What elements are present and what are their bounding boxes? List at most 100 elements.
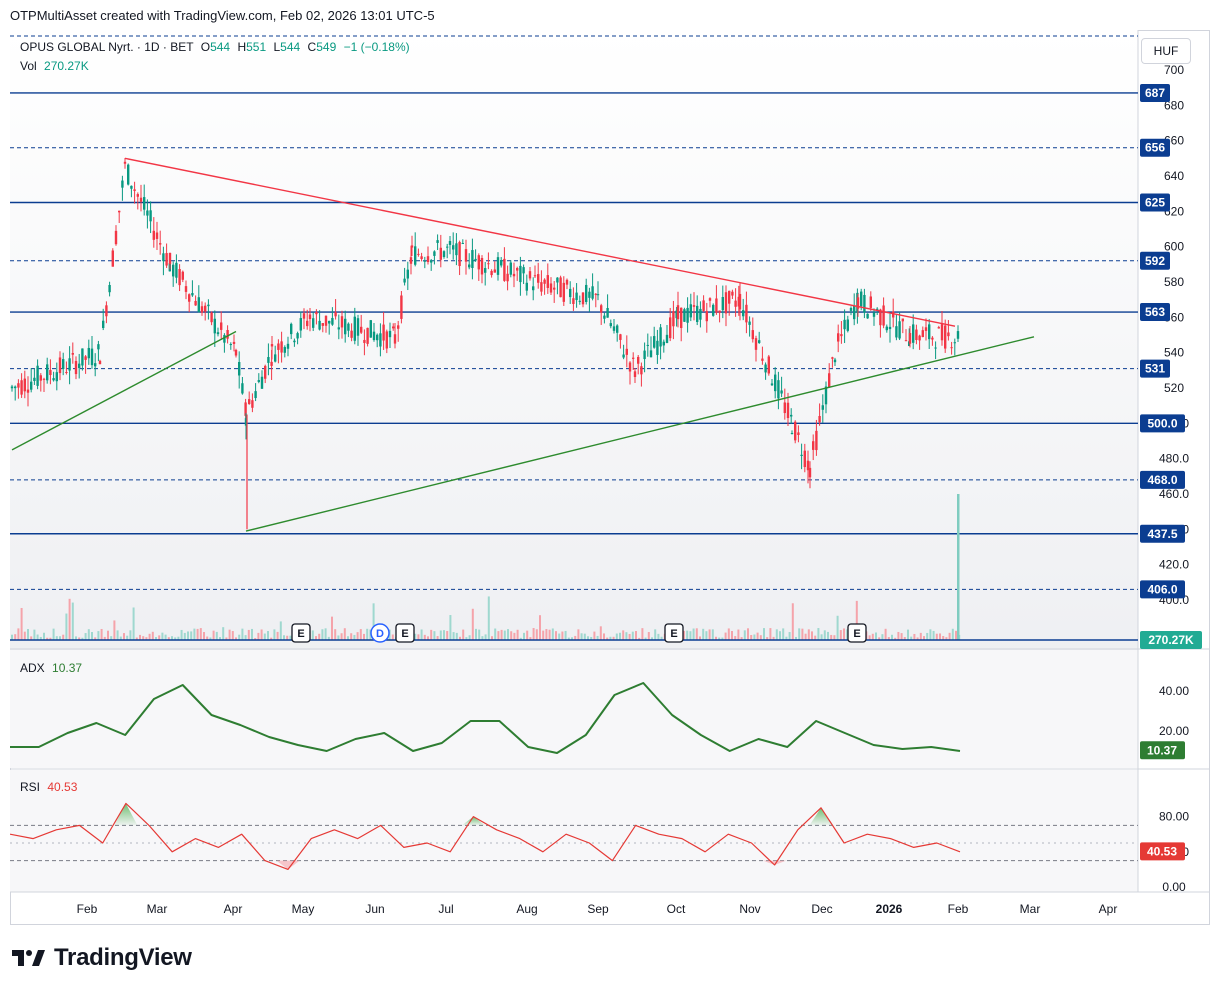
volume-bar xyxy=(321,629,324,640)
volume-bar xyxy=(807,629,810,640)
volume-bar xyxy=(177,636,180,640)
candle-body xyxy=(439,247,442,260)
candle-body xyxy=(934,347,937,349)
candle-body xyxy=(790,432,794,434)
candle-body xyxy=(448,240,452,245)
adx-axis-label: 20.00 xyxy=(1159,724,1189,738)
volume-bar xyxy=(491,636,493,640)
volume-bar xyxy=(779,631,781,640)
volume-bar xyxy=(590,636,593,640)
candle-body xyxy=(393,334,397,344)
rsi-overbought-fill xyxy=(809,807,833,826)
candle-body xyxy=(761,358,764,361)
volume-bar xyxy=(939,633,941,640)
dividend-marker xyxy=(370,623,390,643)
volume-bar xyxy=(324,628,327,640)
volume-bar xyxy=(747,628,749,640)
candle-body xyxy=(136,194,139,197)
level-badge-label: 437.5 xyxy=(1147,527,1177,541)
time-axis-label: Mar xyxy=(1020,902,1041,916)
candle-body xyxy=(863,294,866,313)
candle-body xyxy=(656,340,659,355)
price-axis-label: 680 xyxy=(1164,98,1184,112)
rsi-badge-label: 40.53 xyxy=(1147,844,1177,858)
volume-bar xyxy=(750,634,753,640)
candle-body xyxy=(493,269,496,273)
volume-bar xyxy=(462,629,465,640)
candle-body xyxy=(758,340,761,343)
time-axis-label: Sep xyxy=(587,902,609,916)
candle-body xyxy=(581,292,585,305)
volume-bar xyxy=(273,629,276,640)
adx-pane xyxy=(10,650,1138,768)
rsi-legend[interactable]: RSI 40.53 xyxy=(20,780,77,794)
candle-body xyxy=(385,331,388,349)
volume-bar xyxy=(430,629,433,640)
candle-body xyxy=(452,245,455,250)
trendline-support-long xyxy=(245,336,1035,532)
candle-body xyxy=(296,333,299,339)
price-axis[interactable]: 700680660640620600580560540520500.0480.0… xyxy=(1140,63,1202,649)
volume-bar xyxy=(279,621,282,640)
candle-body xyxy=(833,359,837,363)
volume-bar xyxy=(913,633,916,640)
volume-bar xyxy=(843,628,845,640)
adx-legend[interactable]: ADX 10.37 xyxy=(20,661,82,675)
currency-badge[interactable]: HUF xyxy=(1141,38,1191,64)
candle-body xyxy=(516,268,519,271)
candle-body xyxy=(204,305,207,312)
symbol-legend[interactable]: OPUS GLOBAL Nyrt. · 1D · BET O544 H551 L… xyxy=(20,40,410,54)
volume-bar xyxy=(548,629,551,640)
volume-bar xyxy=(577,629,580,640)
price-pane-shade xyxy=(10,30,1138,650)
candle-body xyxy=(500,260,503,266)
candles xyxy=(10,158,960,530)
candle-body xyxy=(118,210,121,213)
volume-bar xyxy=(203,632,205,640)
candle-body xyxy=(487,263,490,265)
price-axis-label: 480.0 xyxy=(1159,452,1189,466)
tradingview-logo[interactable]: TradingView xyxy=(10,944,192,972)
trendline-support-short xyxy=(11,330,237,451)
candle-body xyxy=(10,386,14,389)
volume-bar xyxy=(894,637,897,640)
candle-body xyxy=(940,324,944,341)
candle-body xyxy=(683,309,686,322)
time-axis-label: Mar xyxy=(147,902,168,916)
volume-bar xyxy=(417,634,420,640)
level-badge-label: 500.0 xyxy=(1147,416,1177,430)
level-badge xyxy=(1140,251,1170,270)
level-badge xyxy=(1140,193,1170,212)
candle-body xyxy=(767,356,770,374)
volume-legend[interactable]: Vol 270.27K xyxy=(20,59,89,73)
volume-bar xyxy=(340,633,343,640)
volume-bar xyxy=(94,637,97,640)
volume-bar xyxy=(452,632,455,640)
candle-body xyxy=(843,319,846,330)
volume-bar xyxy=(78,637,81,640)
candle-body xyxy=(794,421,797,441)
adx-line xyxy=(10,682,961,754)
volume-bar xyxy=(33,629,36,640)
horizontal-levels xyxy=(10,92,1138,590)
time-axis[interactable]: Feb Mar Apr May Jun Jul Aug Sep Oct Nov Dec 2026 Feb… xyxy=(77,902,1118,916)
candle-body xyxy=(414,246,417,265)
candle-body xyxy=(676,305,680,320)
volume-bar xyxy=(142,636,145,640)
volume-bar xyxy=(635,631,637,640)
candle-body xyxy=(699,308,702,320)
volume-bar xyxy=(455,632,458,640)
volume-bar xyxy=(686,630,689,640)
open-label: O xyxy=(200,40,211,54)
candle-body xyxy=(474,258,477,261)
candle-body xyxy=(133,189,136,191)
volume-bar xyxy=(423,634,426,640)
volume-bar xyxy=(155,637,157,640)
volume-bar xyxy=(692,628,695,640)
volume-bar xyxy=(507,629,509,640)
candle-body xyxy=(90,348,94,366)
volume-bar xyxy=(391,634,394,640)
candle-body xyxy=(356,318,360,336)
